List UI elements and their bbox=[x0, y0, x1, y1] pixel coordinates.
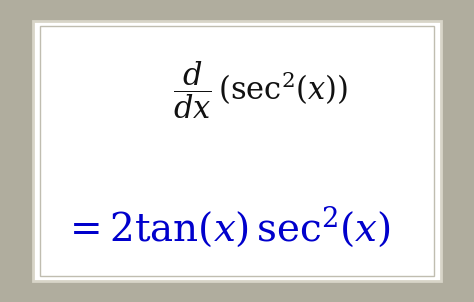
Text: $= 2\tan(x)\,\mathrm{sec}^{2}(x)$: $= 2\tan(x)\,\mathrm{sec}^{2}(x)$ bbox=[62, 204, 391, 249]
Text: $\dfrac{d}{dx}\,(\mathrm{sec}^{2}(x))$: $\dfrac{d}{dx}\,(\mathrm{sec}^{2}(x))$ bbox=[173, 60, 348, 121]
FancyBboxPatch shape bbox=[33, 21, 441, 281]
